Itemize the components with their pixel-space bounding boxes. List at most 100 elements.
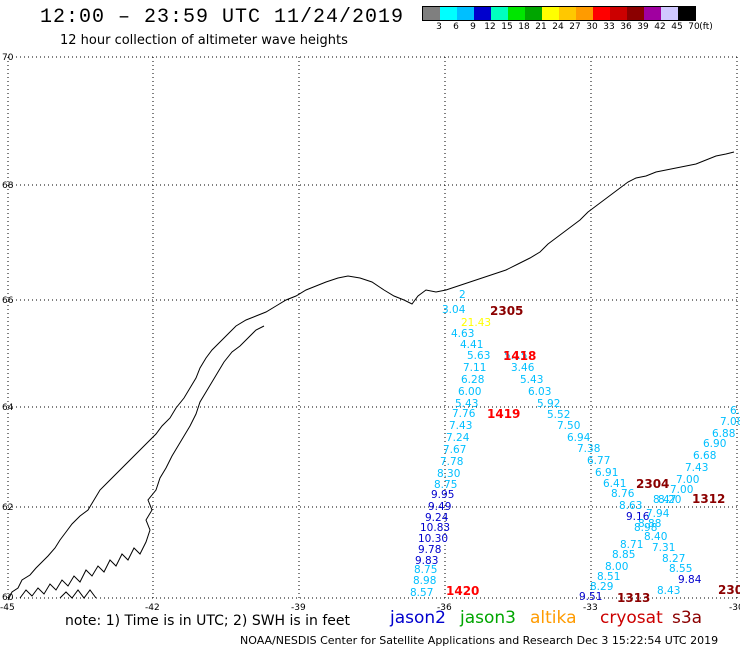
wave-height-value: 5.92: [537, 398, 560, 410]
wave-height-value: 5.43: [455, 398, 478, 410]
wave-height-value: 8.47: [653, 494, 676, 506]
wave-height-value: 8.85: [612, 549, 635, 561]
legend-unit: (ft): [699, 22, 713, 32]
legend-swatch: [678, 7, 695, 20]
pass-time-labels: 2305 1418 1419 2304 1312 1420 1313 230: [446, 304, 740, 605]
legend-tick-label: 3: [436, 22, 442, 32]
wave-height-value: 9.24: [425, 512, 449, 524]
wave-height-value: 10.30: [418, 533, 448, 545]
wave-height-value: 6.28: [461, 374, 484, 386]
legend-swatch: [661, 7, 678, 20]
wave-height-value: 8.63: [619, 500, 642, 512]
pass-time-label: 1418: [503, 349, 536, 363]
legend-swatch: [542, 7, 559, 20]
lon-label: -39: [291, 603, 306, 613]
legend-swatch: [525, 7, 542, 20]
wave-height-value: 7.43: [685, 462, 708, 474]
wave-height-value: 8.75: [414, 564, 437, 576]
legend-tick-label: 6: [453, 22, 459, 32]
wave-height-value: 8.27: [662, 553, 685, 565]
legend-tick-label: 36: [620, 22, 632, 32]
legend-swatch: [627, 7, 644, 20]
wave-height-value: 8.98: [413, 575, 436, 587]
legend-swatch: [491, 7, 508, 20]
legend-swatch: [610, 7, 627, 20]
wave-height-value: 8.29: [590, 581, 613, 593]
wave-height-value: 6.94: [567, 432, 591, 444]
legend-tick-label: 70: [688, 22, 700, 32]
color-scale-legend: 3 6 9 12 15 18 21 24 27 30 33 36 39 42 45 70 (ft): [422, 6, 713, 35]
map-grid: 706866646260-45-42-39-36-33-30: [0, 53, 740, 613]
map-subtitle: 12 hour collection of altimeter wave hei…: [60, 33, 348, 48]
wave-height-value: 6.41: [603, 478, 626, 490]
legend-tick-labels: 3 6 9 12 15 18 21 24 27 30 33 36 39 42 45 70 (ft): [422, 21, 713, 35]
wave-height-value: 7.11: [463, 362, 486, 374]
greenland-coastline: [7, 151, 735, 601]
wave-height-value: 9.83: [415, 555, 438, 567]
wave-height-value: 5.63: [467, 350, 490, 362]
legend-tick-label: 15: [501, 22, 513, 32]
wave-height-value: 8.51: [597, 571, 620, 583]
legend-swatch: [559, 7, 576, 20]
wave-height-value: 6.91: [595, 467, 618, 479]
satellite-cryosat: cryosat: [600, 608, 663, 628]
wave-height-value: 9.51: [579, 591, 602, 603]
legend-tick-label: 21: [535, 22, 547, 32]
wave-height-value: 8.55: [669, 563, 692, 575]
legend-swatch: [593, 7, 610, 20]
wave-height-value: 7.00: [676, 474, 699, 486]
wave-height-value: 8.98: [634, 522, 657, 534]
wave-height-value: 7.76: [452, 408, 476, 420]
lon-label: -33: [583, 603, 598, 613]
legend-swatch: [457, 7, 474, 20]
pass-time-label: 2304: [636, 477, 669, 491]
wave-height-value: 7.78: [440, 456, 463, 468]
legend-tick-label: 12: [484, 22, 496, 32]
wave-height-value: 6.: [730, 405, 740, 417]
note-row: note: 1) Time is in UTC; 2) SWH is in fe…: [0, 608, 740, 632]
lat-label: 64: [2, 403, 14, 413]
wave-height-value: 9.78: [418, 544, 441, 556]
wave-height-value: 7.50: [557, 420, 580, 432]
lon-label: -36: [437, 603, 452, 613]
units-note: note: 1) Time is in UTC; 2) SWH is in fe…: [65, 613, 351, 629]
map-title: 12:00 – 23:59 UTC 11/24/2019: [40, 6, 405, 29]
wave-height-value: 7.24: [446, 432, 470, 444]
pass-time-label: 230: [718, 583, 740, 597]
wave-height-value: 8.20: [658, 494, 681, 506]
legend-tick-label: 30: [586, 22, 598, 32]
satellite-jason3: jason3: [460, 608, 516, 628]
wave-height-value: 7.38: [577, 443, 600, 455]
pass-time-label: 1419: [487, 407, 520, 421]
legend-swatch: [474, 7, 491, 20]
wave-height-value: 7.67: [443, 444, 466, 456]
legend-swatch: [644, 7, 661, 20]
pass-time-label: 1420: [446, 584, 479, 598]
wave-height-value: 6.68: [693, 450, 716, 462]
wave-height-value: 5.15: [504, 350, 527, 362]
credit-footer: NOAA/NESDIS Center for Satellite Applica…: [240, 634, 719, 647]
wave-height-value: 8.71: [620, 539, 643, 551]
wave-height-value: 7.08: [720, 416, 740, 428]
wave-height-value: 8.30: [437, 468, 460, 480]
wave-height-value: 4.63: [451, 328, 474, 340]
legend-swatch: [576, 7, 593, 20]
wave-height-value: 21.43: [461, 317, 491, 329]
wave-height-value: 9.49: [428, 501, 451, 513]
satellite-jason2: jason2: [390, 608, 446, 628]
lat-label: 62: [2, 503, 13, 513]
legend-tick-label: 24: [552, 22, 564, 32]
wave-height-value: 3.04: [442, 304, 466, 316]
lon-label: -30: [729, 603, 740, 613]
wave-height-value: 6.77: [587, 455, 610, 467]
wave-height-value: 6.03: [528, 386, 551, 398]
wave-height-value: 6.90: [703, 438, 726, 450]
pass-time-label: 1312: [692, 492, 725, 506]
wave-height-value: 9.84: [678, 574, 702, 586]
wave-height-value: 8.40: [644, 531, 667, 543]
wave-height-value: 4.41: [460, 339, 483, 351]
pass-time-label: 2305: [490, 304, 523, 318]
wave-height-value: 3.46: [511, 362, 535, 374]
